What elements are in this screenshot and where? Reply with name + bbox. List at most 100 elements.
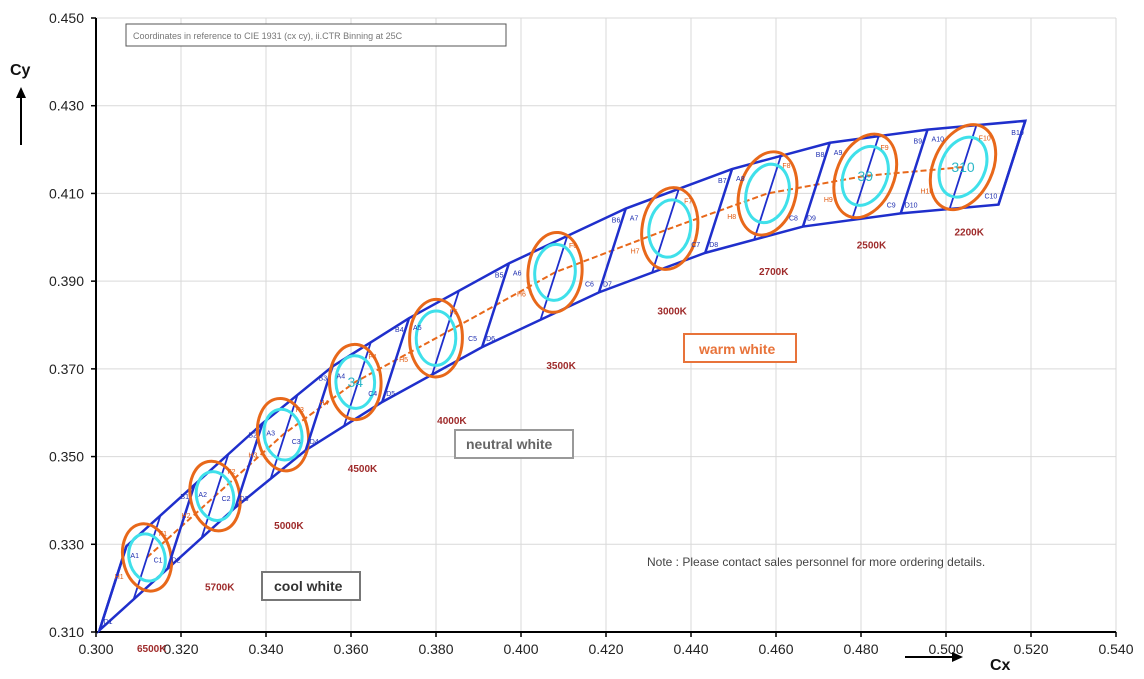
x-axis-arrow-icon: [905, 652, 963, 662]
y-axis-title: Cy: [10, 62, 31, 79]
bin-5: A5 B5 C5 D5 F5 H5 4000K: [381, 272, 504, 427]
bin-corner-label: A7: [630, 216, 639, 223]
bin-3: A3 B3 C3 D3 F3 H3 5000K: [234, 375, 328, 532]
bin-inner-label: H2: [182, 513, 191, 520]
bin-6: A6 B6 C6 D6 F6 H6 3500K: [480, 218, 621, 372]
bin-inner-label: F2: [227, 469, 235, 476]
x-tick-label: 0.520: [1013, 641, 1048, 657]
bin-inner-label: H1: [115, 574, 124, 581]
bin-divider: [704, 168, 734, 254]
y-tick-label: 0.370: [49, 361, 84, 377]
bin-subdivider: [651, 188, 680, 273]
x-tick-label: 0.400: [503, 641, 538, 657]
cct-label: 5700K: [205, 583, 235, 594]
cool-white-box: [261, 571, 361, 601]
x-tick-label: 0.380: [418, 641, 453, 657]
bin-divider: [480, 262, 511, 348]
outer-ellipse: [408, 297, 464, 379]
cct-label: 6500K: [137, 644, 167, 655]
inner-ellipse: [647, 198, 693, 259]
bin-10: A10 B10 C10 D10 F10 H10 310 2200K: [899, 123, 1024, 238]
bin-center-label: 310: [951, 159, 975, 175]
x-tick-label: 0.420: [588, 641, 623, 657]
bin-subdivider: [343, 342, 372, 427]
bin-divider: [997, 120, 1027, 206]
bin-inner-label: H10: [920, 189, 933, 196]
bin-corner-label: B4: [395, 327, 404, 334]
bin-inner-label: F1: [159, 531, 167, 538]
cct-label: 3000K: [657, 306, 687, 317]
bin-corner-label: A1: [130, 553, 139, 560]
bin-inner-label: H3: [248, 452, 257, 459]
inner-ellipse: [334, 354, 377, 410]
bin-inner-label: F10: [979, 136, 991, 143]
outer-ellipse: [188, 459, 242, 533]
bin-subdivider: [269, 394, 299, 480]
bin-corner-label: D1: [104, 619, 113, 626]
reference-note-box: [125, 23, 507, 47]
bin-subdivider: [948, 124, 978, 210]
outer-ellipse: [736, 150, 799, 237]
bin-4: A4 B4 C4 D4 F4 H4 34 4500K: [304, 327, 404, 475]
y-tick-label: 0.410: [49, 185, 84, 201]
bin-8: A8 B8 C8 D8 F8 H8 2700K: [704, 150, 824, 278]
bin-subdivider: [431, 290, 460, 375]
bin-7: A7 B7 C7 D7 F7 H7 3000K: [597, 178, 727, 317]
y-axis-arrow-icon: [16, 87, 26, 145]
y-axis-ticks: 0.310 0.330 0.350 0.370 0.390 0.410 0.430 0.450: [49, 10, 96, 640]
warm-white-label: warm white: [698, 341, 775, 357]
bin-corner-label: B3: [319, 375, 328, 382]
bin-corner-label: C4: [368, 391, 377, 398]
warm-white-box: [683, 333, 797, 363]
x-tick-label: 0.300: [78, 641, 113, 657]
bin-corner-label: D6: [486, 336, 495, 343]
bin-corner-label: D7: [603, 281, 612, 288]
bin-corner-label: D5: [386, 391, 395, 398]
bin-corner-label: C1: [154, 558, 163, 565]
bin-corner-label: D9: [807, 216, 816, 223]
bin-inner-label: F4: [368, 354, 376, 361]
y-tick-label: 0.350: [49, 449, 84, 465]
outer-ellipse: [255, 396, 311, 473]
bin-inner-label: F5: [450, 309, 458, 316]
bin-corner-label: A10: [932, 137, 945, 144]
bin-inner-label: H9: [824, 197, 833, 204]
cct-label: 3500K: [546, 361, 576, 372]
outer-ellipse: [832, 132, 899, 220]
inner-ellipse: [262, 407, 304, 462]
bin-9: A9 B9 C9 D9 F9 H9 39 2500K: [801, 132, 923, 252]
cct-label: 2500K: [857, 241, 887, 252]
bin-corner-label: C10: [984, 194, 997, 201]
x-tick-label: 0.500: [928, 641, 963, 657]
bin-corner-label: B7: [718, 178, 727, 185]
bin-corner-label: A6: [513, 270, 522, 277]
inner-ellipse: [533, 242, 577, 302]
bin-corner-label: B6: [612, 218, 621, 225]
inner-ellipse: [414, 309, 458, 367]
bin-inner-label: H6: [517, 292, 526, 299]
outer-ellipse: [120, 522, 174, 593]
bin-corner-label: A8: [736, 176, 745, 183]
bin-corner-label: C6: [585, 281, 594, 288]
inner-ellipse: [744, 162, 791, 225]
neutral-white-label: neutral white: [466, 436, 553, 452]
bin-corner-label: D8: [709, 242, 718, 249]
x-tick-label: 0.440: [673, 641, 708, 657]
bin-corner-label: B9: [914, 139, 923, 146]
inner-ellipse: [194, 470, 236, 522]
bin-inner-label: H7: [631, 248, 640, 255]
inner-ellipse: [840, 144, 890, 207]
cct-label: 4000K: [437, 416, 467, 427]
bin-corner-label: D4: [310, 439, 319, 446]
bin-corner-label: C9: [887, 202, 896, 209]
bin-divider: [381, 317, 411, 403]
y-tick-label: 0.430: [49, 98, 84, 114]
x-axis-ticks: 0.300 0.320 0.340 0.360 0.380 0.400 0.420 0.440…: [78, 632, 1134, 657]
bin-divider: [597, 208, 627, 293]
bin-inner-label: F3: [296, 407, 304, 414]
bin-inner-label: H8: [727, 214, 736, 221]
bin-corner-label: C8: [789, 216, 798, 223]
bin-inner-label: F8: [782, 163, 790, 170]
y-tick-label: 0.450: [49, 10, 84, 26]
